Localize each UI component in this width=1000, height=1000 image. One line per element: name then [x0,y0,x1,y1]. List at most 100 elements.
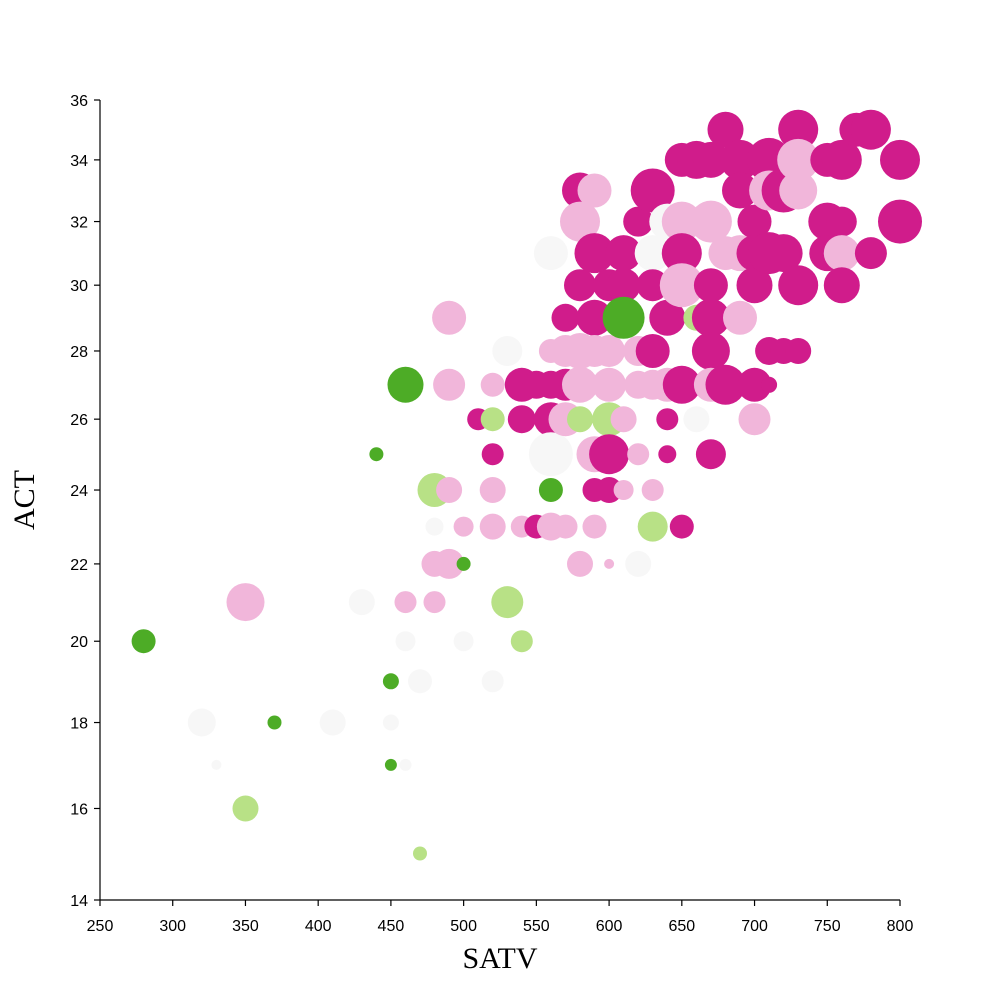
y-tick-label: 26 [70,412,88,429]
data-point [691,298,730,337]
data-point [131,629,156,654]
data-point [722,172,758,209]
data-point [661,233,702,274]
y-tick-label: 28 [70,344,88,361]
data-point [479,477,506,503]
data-point [492,336,523,366]
data-point [823,267,860,304]
x-tick-label: 700 [741,918,768,935]
data-point [560,201,600,242]
data-point [582,514,607,539]
data-point [764,234,803,273]
y-tick-label: 16 [70,801,88,818]
data-point [826,206,857,237]
data-point [635,334,670,368]
data-point [656,408,679,431]
data-point [187,708,216,737]
y-tick-label: 34 [70,153,88,170]
data-point [637,511,668,542]
data-point [692,141,729,178]
data-point [693,268,728,303]
data-point [425,517,444,536]
data-point [399,758,412,771]
data-point [683,406,710,433]
data-point [211,759,222,770]
data-point [589,434,630,475]
x-tick-label: 350 [232,918,259,935]
x-axis-title: SATV [462,942,537,975]
data-point [625,550,652,577]
data-point [382,714,399,731]
data-point [592,367,627,402]
data-point [695,439,726,470]
y-tick-label: 36 [70,93,88,110]
data-point [538,478,563,502]
data-point [779,171,818,210]
data-point [348,589,375,616]
data-point [604,558,615,569]
data-point [738,403,771,436]
data-point [627,443,650,466]
x-tick-label: 400 [305,918,332,935]
data-point [481,443,504,466]
data-point [691,332,730,370]
data-point [630,168,675,213]
data-point [761,376,778,393]
y-tick-label: 22 [70,557,88,574]
data-point [878,199,922,244]
x-tick-label: 650 [668,918,695,935]
data-point [567,406,593,433]
data-point [778,109,819,150]
data-point [737,367,772,402]
data-point [453,631,474,652]
data-point [658,445,677,464]
data-point [384,758,397,771]
data-point [636,269,669,302]
data-point [551,303,580,332]
data-point [605,235,642,272]
data-point [669,514,694,539]
data-point [649,299,686,336]
data-point [689,200,732,243]
data-point [606,268,641,303]
data-point [634,235,671,272]
data-point [737,204,772,239]
data-point [507,405,536,434]
data-point [479,513,506,540]
x-tick-label: 600 [596,918,623,935]
data-point [593,335,626,367]
data-point [436,477,463,503]
data-point [850,109,891,150]
data-point [408,669,432,694]
points-layer [131,109,922,861]
y-tick-label: 30 [70,278,88,295]
data-point [480,407,505,432]
data-point [736,267,773,304]
data-point [528,432,573,477]
data-point [659,263,704,308]
x-axis-ticks: 250 300 350 400 450 500 550 600 650 700 750 800 [87,900,914,935]
data-point [567,550,593,577]
y-axis-ticks: 14 16 18 20 22 24 26 28 30 32 34 36 [70,93,100,910]
data-point [610,406,637,433]
data-point [423,591,446,614]
data-point [453,516,474,537]
y-tick-label: 24 [70,483,88,500]
data-point [553,514,578,539]
data-point [432,300,467,335]
x-tick-label: 800 [887,918,914,935]
data-point [232,795,259,822]
x-tick-label: 550 [523,918,550,935]
data-point [602,296,645,339]
y-tick-label: 20 [70,634,88,651]
data-point [369,447,384,462]
data-point [394,591,417,614]
data-point [267,715,282,730]
data-point [395,631,416,652]
data-point [510,630,533,653]
y-tick-label: 14 [70,893,88,910]
data-point [785,338,812,364]
y-tick-label: 18 [70,716,88,733]
